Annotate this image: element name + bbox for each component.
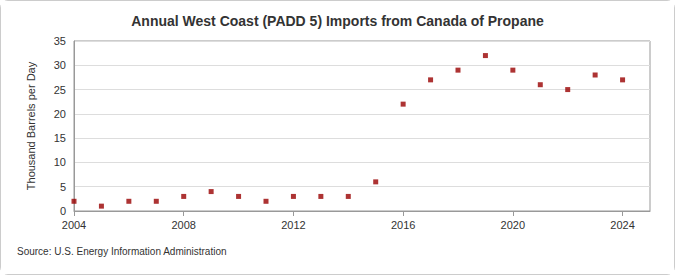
svg-text:10: 10 bbox=[54, 156, 66, 168]
svg-text:2012: 2012 bbox=[281, 219, 305, 231]
svg-text:2024: 2024 bbox=[610, 219, 634, 231]
svg-text:Annual West Coast (PADD 5) Imp: Annual West Coast (PADD 5) Imports from … bbox=[131, 13, 544, 29]
svg-text:0: 0 bbox=[60, 205, 66, 217]
svg-text:30: 30 bbox=[54, 59, 66, 71]
svg-text:25: 25 bbox=[54, 84, 66, 96]
svg-text:Source: U.S. Energy Informatio: Source: U.S. Energy Information Administ… bbox=[17, 246, 227, 257]
svg-text:15: 15 bbox=[54, 132, 66, 144]
svg-text:20: 20 bbox=[54, 108, 66, 120]
svg-text:35: 35 bbox=[54, 35, 66, 47]
svg-text:5: 5 bbox=[60, 181, 66, 193]
svg-text:2020: 2020 bbox=[501, 219, 525, 231]
svg-text:2008: 2008 bbox=[171, 219, 195, 231]
svg-text:2016: 2016 bbox=[391, 219, 415, 231]
svg-text:2004: 2004 bbox=[62, 219, 86, 231]
svg-text:Thousand Barrels per Day: Thousand Barrels per Day bbox=[25, 61, 37, 190]
